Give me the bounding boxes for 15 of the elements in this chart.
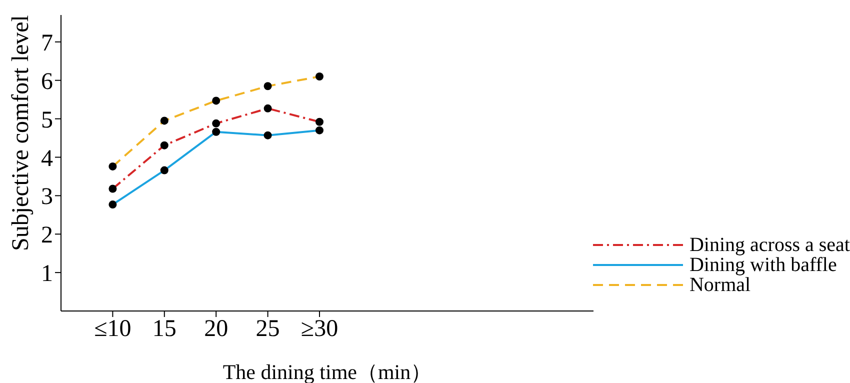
y-tick-label: 6 [41,68,53,95]
y-tick-label: 7 [41,30,53,56]
y-tick-label: 1 [41,261,53,288]
x-tick-label: 25 [256,316,280,342]
y-tick-label: 3 [41,184,53,210]
x-tick-label: 20 [204,316,228,342]
y-tick-label: 4 [41,146,53,172]
legend-label: Dining across a seat [689,234,850,256]
x-tick-label: 15 [152,316,176,342]
legend-label: Normal [689,274,751,296]
x-tick-label: ≤10 [94,316,132,342]
y-axis-title: Subjective comfort level [8,14,34,251]
y-tick-label: 2 [41,222,53,249]
x-tick-label: ≥30 [300,316,338,342]
y-tick-label: 5 [41,107,53,134]
